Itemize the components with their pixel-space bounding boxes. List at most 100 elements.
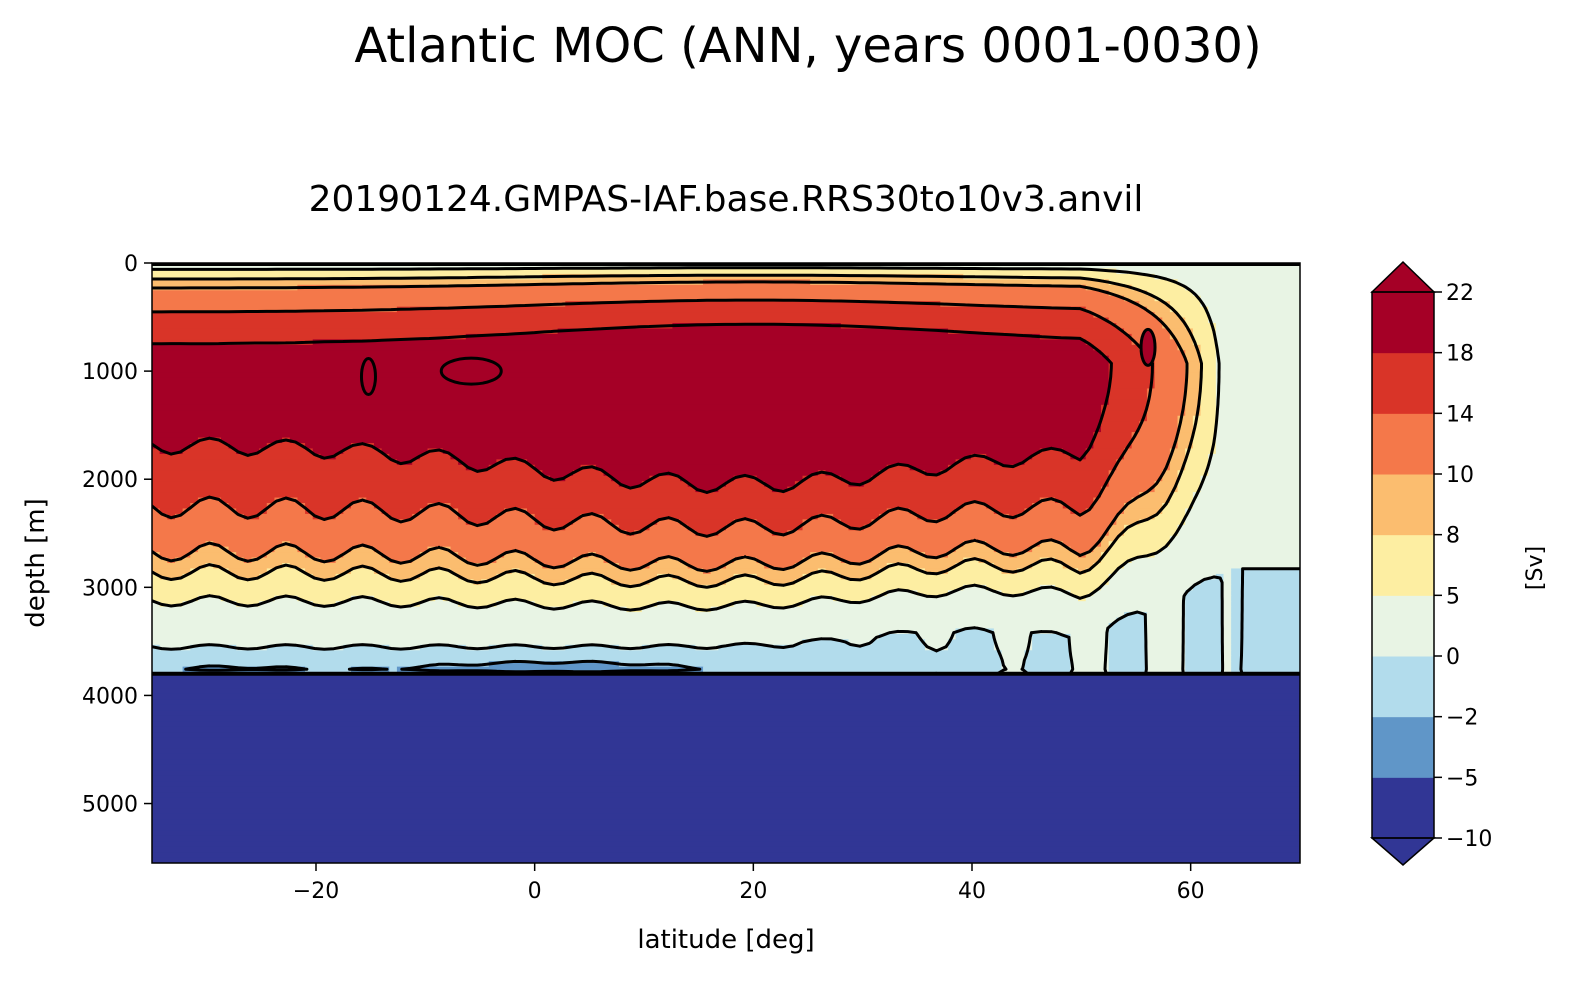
- field-cell: [1185, 655, 1225, 662]
- field-cell: [611, 579, 651, 586]
- field-cell: [687, 563, 727, 570]
- field-cell: [718, 644, 926, 651]
- closed-cell: [1139, 327, 1157, 367]
- field-cell: [825, 470, 880, 477]
- field-cell: [1154, 513, 1186, 520]
- field-cell: [917, 513, 949, 520]
- field-cell: [458, 573, 497, 580]
- field-cell: [152, 813, 1300, 820]
- field-cell: [1185, 601, 1225, 608]
- field-cell: [1208, 306, 1300, 313]
- field-cell: [152, 459, 398, 466]
- field-cell: [152, 557, 168, 564]
- field-cell: [802, 573, 842, 580]
- field-cell: [152, 563, 207, 570]
- field-cell: [955, 628, 995, 635]
- field-cell: [542, 470, 574, 477]
- field-cell: [1223, 601, 1232, 608]
- field-cell: [993, 639, 1033, 646]
- field-cell: [1208, 470, 1300, 477]
- field-cell: [565, 563, 620, 570]
- field-cell: [427, 503, 452, 510]
- field-cell: [1139, 344, 1179, 351]
- field-cell: [1200, 295, 1300, 302]
- field-cell: [1024, 590, 1071, 597]
- colorbar-segment: [1372, 534, 1434, 596]
- y-tick-label: 0: [124, 252, 138, 277]
- field-cell: [1139, 421, 1179, 428]
- field-cell: [305, 568, 352, 575]
- field-cell: [756, 573, 804, 580]
- field-cell: [1116, 459, 1171, 466]
- y-tick-label: 1000: [82, 360, 138, 385]
- field-cell: [1108, 573, 1217, 580]
- field-cell: [1177, 432, 1194, 439]
- x-tick-label: 40: [958, 879, 986, 904]
- field-cell: [1108, 628, 1148, 635]
- field-cell: [152, 432, 1094, 439]
- field-cell: [350, 568, 375, 575]
- field-cell: [152, 721, 1300, 728]
- field-cell: [1169, 497, 1194, 504]
- field-cell: [565, 524, 620, 531]
- field-cell: [534, 601, 574, 608]
- field-cell: [580, 513, 605, 520]
- field-cell: [228, 568, 268, 575]
- field-cell: [152, 295, 1125, 302]
- field-cell: [1146, 350, 1186, 357]
- field-cell: [1146, 661, 1186, 668]
- field-cell: [1177, 426, 1194, 433]
- field-cell: [542, 563, 566, 570]
- field-cell: [1223, 661, 1232, 668]
- field-cell: [1024, 508, 1071, 515]
- field-cell: [259, 513, 314, 520]
- field-cell: [458, 552, 505, 559]
- field-cell: [274, 595, 299, 602]
- field-cell: [879, 568, 926, 575]
- field-cell: [1085, 595, 1186, 602]
- field-cell: [1185, 372, 1202, 379]
- field-cell: [152, 546, 199, 553]
- field-cell: [1215, 372, 1300, 379]
- field-cell: [1108, 661, 1148, 668]
- field-cell: [1146, 410, 1186, 417]
- field-cell: [924, 568, 949, 575]
- field-cell: [1108, 475, 1163, 482]
- field-cell: [152, 317, 1110, 324]
- field-cell: [373, 595, 436, 602]
- field-cell: [152, 519, 467, 526]
- field-cell: [1131, 497, 1171, 504]
- field-cell: [236, 573, 260, 580]
- field-cell: [1154, 383, 1186, 390]
- field-cell: [572, 601, 605, 608]
- field-cell: [152, 770, 1300, 777]
- field-cell: [152, 846, 1300, 853]
- field-cell: [266, 568, 306, 575]
- field-cell: [810, 595, 834, 602]
- field-cell: [1108, 481, 1156, 488]
- field-cell: [152, 361, 1110, 368]
- field-cell: [1208, 453, 1300, 460]
- field-cell: [1192, 437, 1217, 444]
- field-cell: [381, 448, 429, 455]
- field-cell: [305, 552, 344, 559]
- colorbar-tick-label: 5: [1446, 584, 1460, 609]
- field-cell: [1146, 650, 1186, 657]
- field-cell: [1154, 366, 1186, 373]
- field-cell: [389, 513, 413, 520]
- field-cell: [1024, 661, 1071, 668]
- field-cell: [1215, 333, 1300, 340]
- y-tick-label: 4000: [82, 684, 138, 709]
- field-cell: [993, 633, 1033, 640]
- field-cell: [1185, 388, 1202, 395]
- field-cell: [1146, 612, 1186, 619]
- field-cell: [1185, 355, 1202, 362]
- field-cell: [152, 655, 1003, 662]
- field-cell: [343, 448, 383, 455]
- field-cell: [1085, 453, 1125, 460]
- field-cell: [1169, 453, 1186, 460]
- field-cell: [297, 497, 360, 504]
- field-cell: [1016, 552, 1079, 559]
- field-cell: [335, 573, 390, 580]
- field-cell: [236, 601, 260, 608]
